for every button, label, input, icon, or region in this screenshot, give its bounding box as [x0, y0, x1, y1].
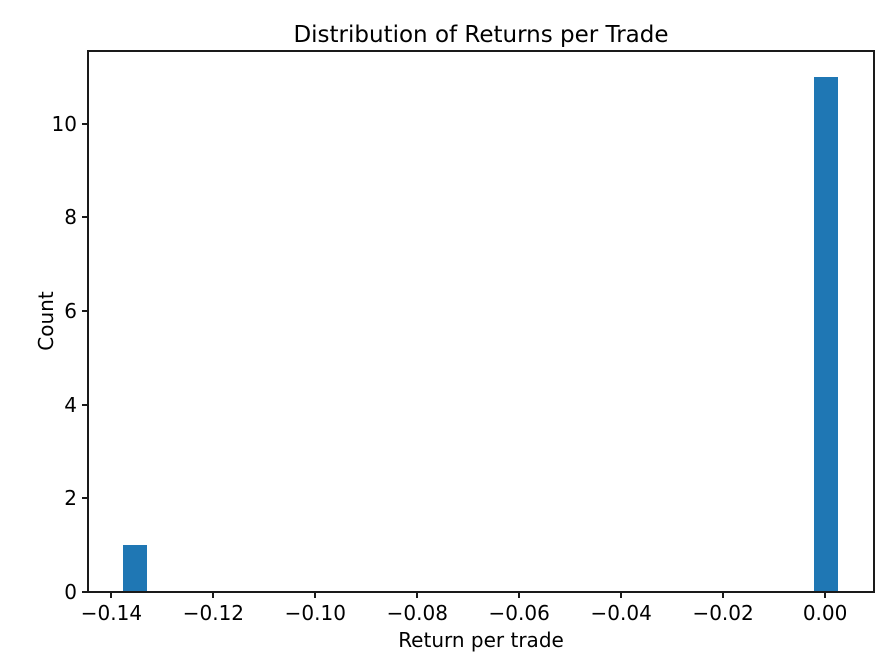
axes-spines: [87, 50, 875, 593]
x-tick-label: −0.02: [692, 601, 754, 625]
x-tick-label: −0.12: [182, 601, 245, 625]
y-axis-label: Count: [34, 291, 58, 351]
y-tick-label: 8: [64, 205, 77, 230]
x-tick-mark: [416, 592, 419, 598]
x-tick-mark: [620, 592, 623, 598]
x-tick-mark: [110, 592, 113, 598]
x-tick-label: −0.08: [386, 601, 448, 625]
x-tick-label: −0.04: [590, 601, 652, 625]
x-tick-label: −0.14: [80, 601, 143, 625]
y-tick-label: 6: [64, 299, 77, 323]
y-tick-mark: [82, 403, 88, 406]
x-tick-label: −0.10: [284, 601, 346, 625]
y-tick-mark: [82, 310, 88, 312]
x-tick-mark: [212, 592, 215, 598]
histogram-bar: [813, 76, 838, 592]
x-axis-label: Return per trade: [398, 628, 564, 652]
x-tick-mark: [314, 592, 317, 598]
y-tick-label: 10: [51, 111, 77, 136]
x-tick-label: −0.06: [488, 601, 550, 625]
chart-title: Distribution of Returns per Trade: [293, 22, 669, 48]
y-tick-label: 0: [64, 580, 77, 604]
y-tick-mark: [82, 122, 88, 125]
x-tick-mark: [518, 592, 521, 598]
y-tick-mark: [82, 216, 88, 219]
y-tick-mark: [82, 591, 88, 593]
x-tick-mark: [824, 592, 827, 598]
histogram-bar: [123, 545, 148, 592]
y-tick-label: 2: [64, 486, 77, 511]
x-tick-label: 0.00: [802, 601, 848, 625]
plot-area: −0.14 −0.12 −0.10 −0.08 −0.06 −0.04 −0.02 0.00 0…: [52, 50, 875, 624]
y-tick-label: 4: [64, 392, 77, 417]
x-tick-mark: [722, 592, 725, 598]
y-tick-mark: [82, 497, 88, 500]
